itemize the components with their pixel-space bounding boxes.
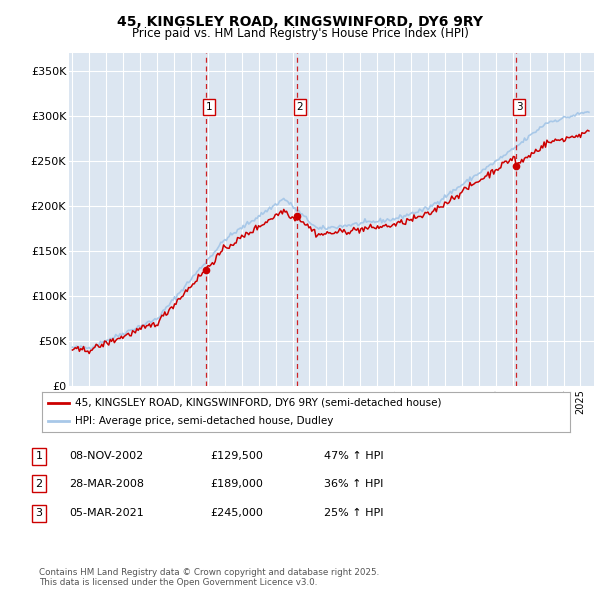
- Text: 3: 3: [516, 102, 523, 112]
- Text: 1: 1: [35, 451, 43, 461]
- Text: 45, KINGSLEY ROAD, KINGSWINFORD, DY6 9RY: 45, KINGSLEY ROAD, KINGSWINFORD, DY6 9RY: [117, 15, 483, 29]
- Text: 36% ↑ HPI: 36% ↑ HPI: [324, 479, 383, 489]
- Text: 2: 2: [296, 102, 303, 112]
- Text: 1: 1: [205, 102, 212, 112]
- Text: £189,000: £189,000: [210, 479, 263, 489]
- Text: HPI: Average price, semi-detached house, Dudley: HPI: Average price, semi-detached house,…: [75, 416, 333, 426]
- Text: 25% ↑ HPI: 25% ↑ HPI: [324, 509, 383, 518]
- Text: Contains HM Land Registry data © Crown copyright and database right 2025.
This d: Contains HM Land Registry data © Crown c…: [39, 568, 379, 587]
- Text: 05-MAR-2021: 05-MAR-2021: [69, 509, 144, 518]
- Text: £129,500: £129,500: [210, 451, 263, 461]
- Text: 45, KINGSLEY ROAD, KINGSWINFORD, DY6 9RY (semi-detached house): 45, KINGSLEY ROAD, KINGSWINFORD, DY6 9RY…: [75, 398, 441, 408]
- Text: 3: 3: [35, 509, 43, 518]
- Text: 47% ↑ HPI: 47% ↑ HPI: [324, 451, 383, 461]
- Text: Price paid vs. HM Land Registry's House Price Index (HPI): Price paid vs. HM Land Registry's House …: [131, 27, 469, 40]
- Text: 2: 2: [35, 479, 43, 489]
- Text: 28-MAR-2008: 28-MAR-2008: [69, 479, 144, 489]
- Text: 08-NOV-2002: 08-NOV-2002: [69, 451, 143, 461]
- Text: £245,000: £245,000: [210, 509, 263, 518]
